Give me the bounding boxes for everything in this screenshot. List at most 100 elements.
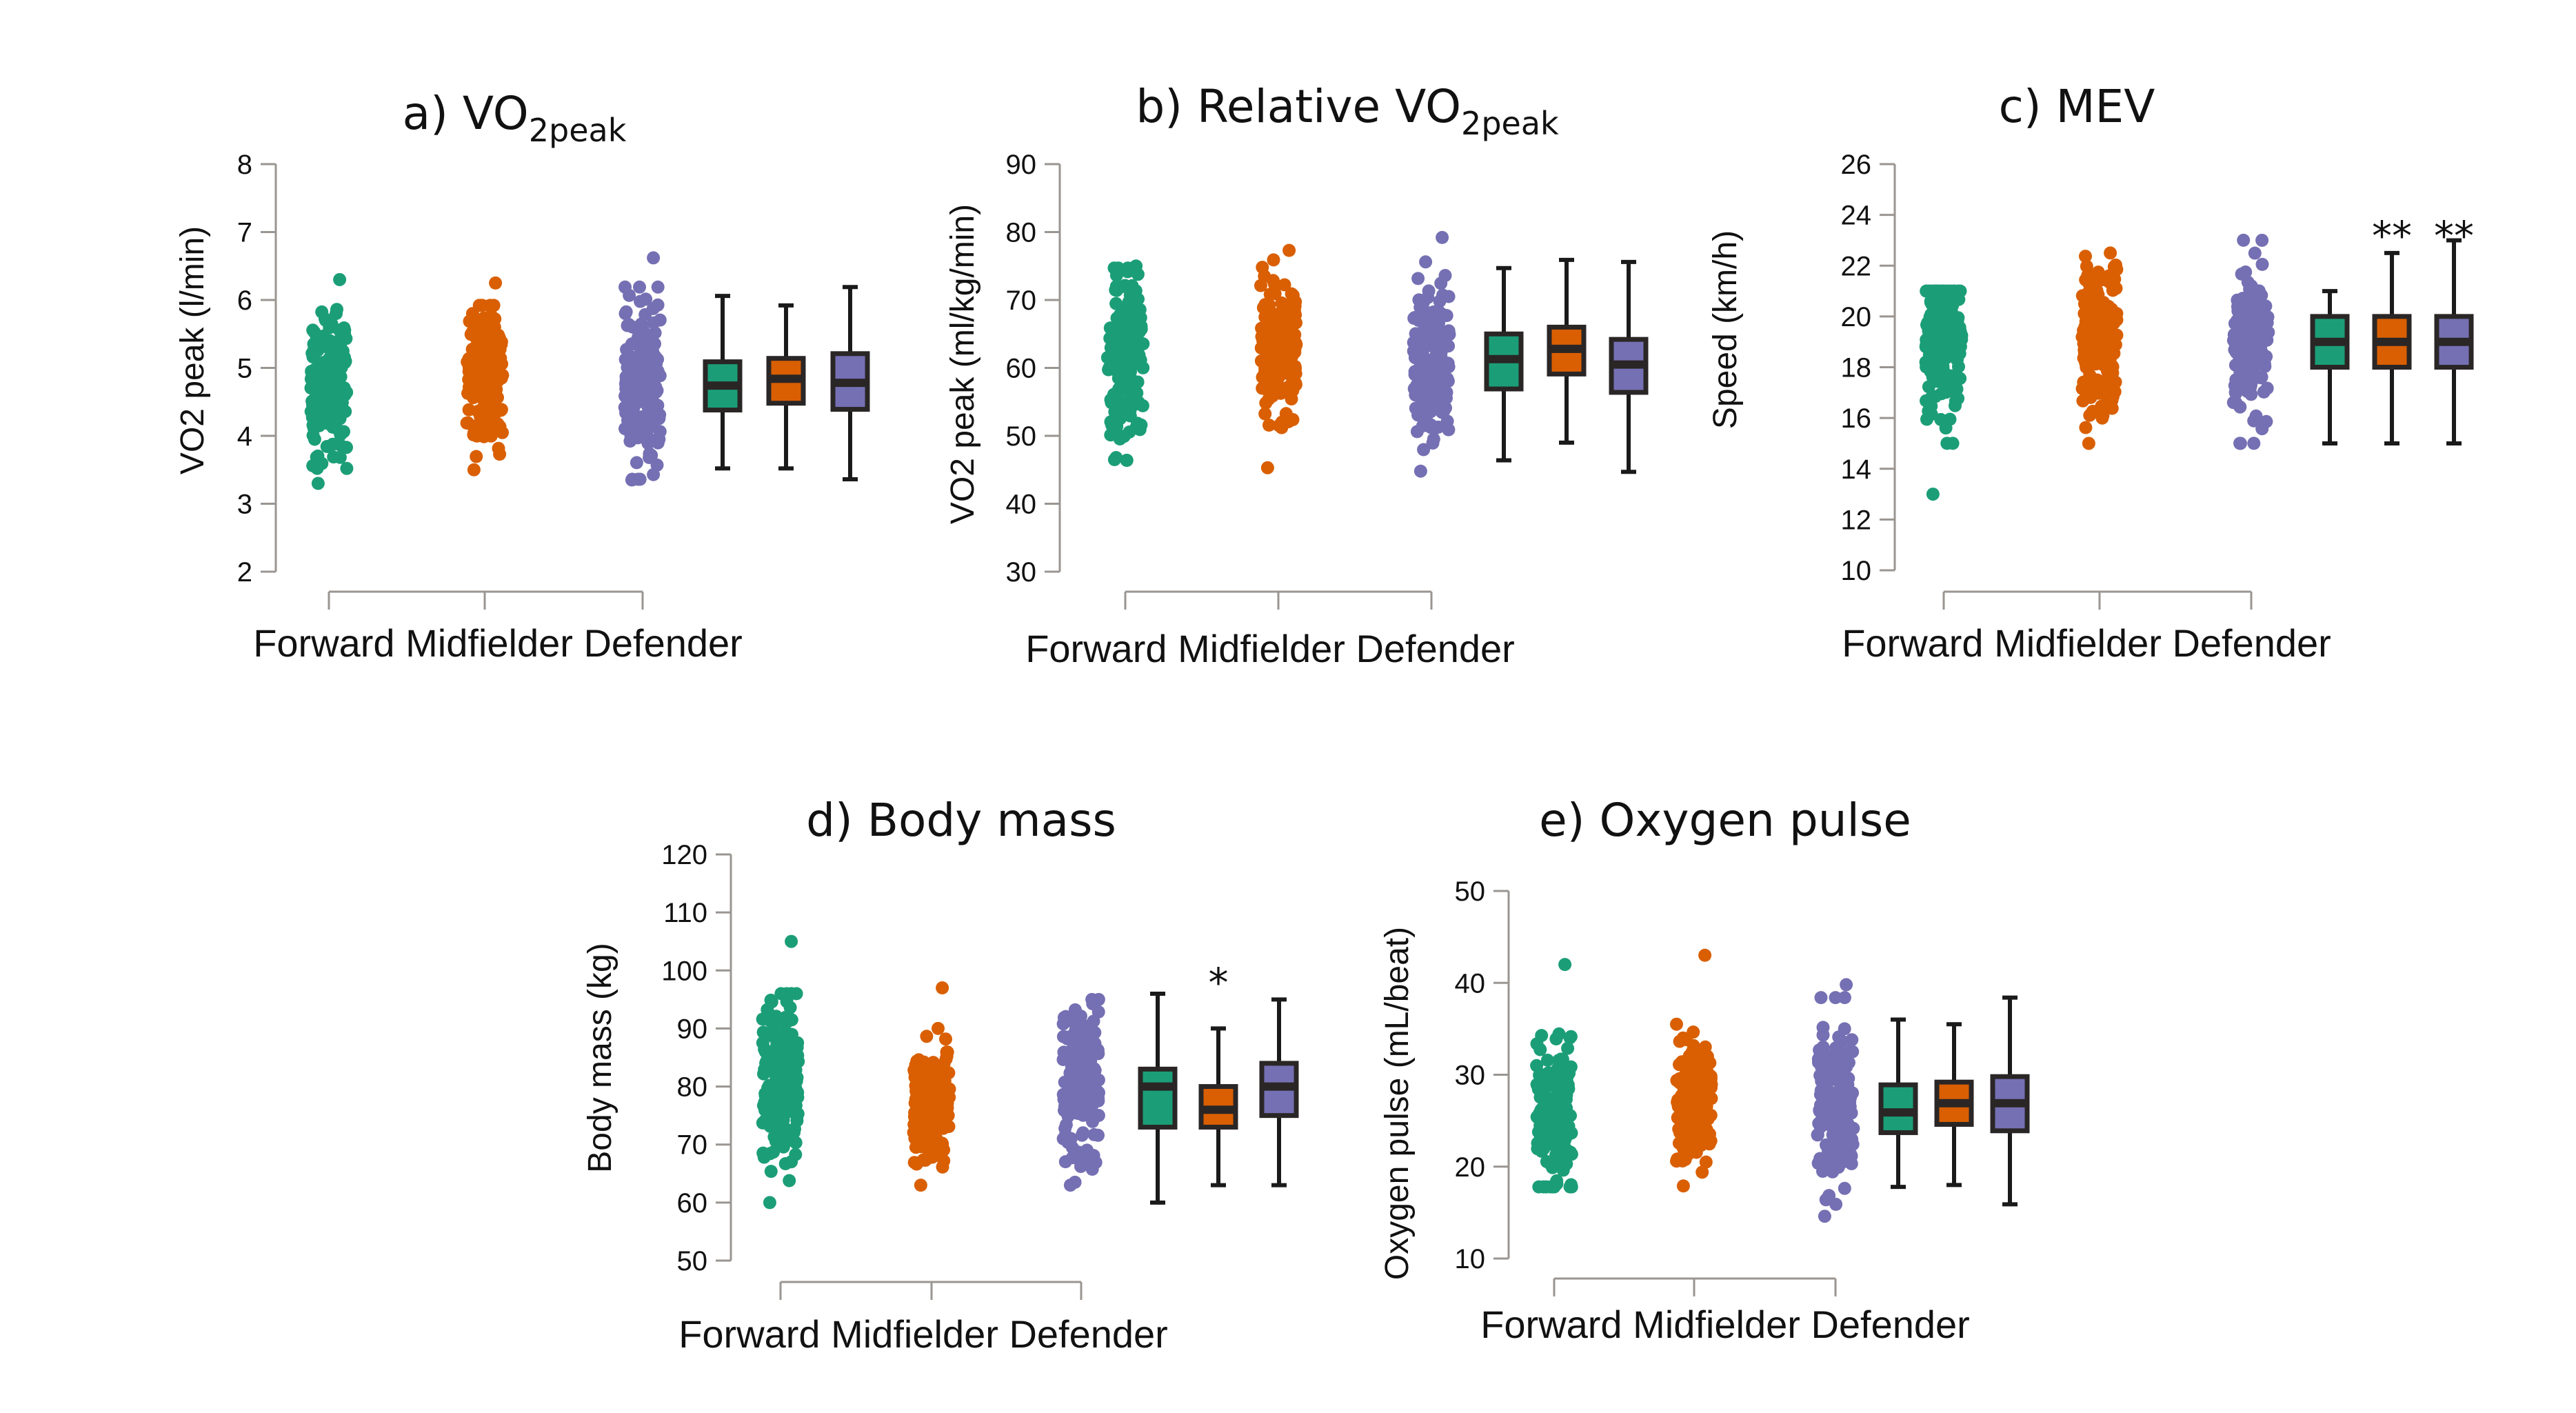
data-point	[337, 425, 350, 439]
data-point	[1257, 300, 1271, 314]
data-point	[774, 1076, 788, 1090]
data-point	[1561, 1041, 1575, 1055]
data-point	[306, 323, 320, 337]
y-tick-label: 24	[1841, 201, 1872, 231]
data-point	[769, 1032, 783, 1045]
data-point	[1935, 328, 1949, 342]
data-point	[1120, 454, 1134, 467]
data-point-extreme	[625, 473, 638, 487]
data-point	[1109, 400, 1123, 414]
data-point	[641, 400, 655, 414]
data-point	[1131, 375, 1145, 389]
boxplot-forward	[1878, 1017, 1918, 1190]
y-tick-label: 40	[1455, 968, 1486, 999]
y-axis-label: Body mass (kg)	[582, 943, 618, 1172]
data-point	[1838, 1125, 1851, 1139]
title-main: a) VO	[403, 87, 529, 140]
plot-area-b: 30 40 50 60 70 80 90	[1006, 150, 1649, 610]
dot-cloud-defender	[1056, 992, 1105, 1192]
data-point	[338, 326, 352, 340]
data-point	[1838, 991, 1851, 1005]
boxplot-defender	[830, 285, 870, 482]
data-point	[1829, 1159, 1843, 1172]
data-point	[1065, 1151, 1079, 1165]
data-point	[1286, 383, 1300, 397]
data-point	[2258, 359, 2272, 373]
data-point-extreme	[936, 981, 949, 995]
y-tick-label: 40	[1006, 490, 1037, 520]
plot-area-e: 10 20 30 40 50	[1455, 876, 2030, 1296]
boxplot-forward	[703, 294, 743, 471]
data-point	[1267, 253, 1280, 267]
title-main: e) Oxygen pulse	[1539, 794, 1911, 847]
data-point	[778, 1053, 792, 1067]
data-point	[465, 307, 479, 321]
data-point	[2092, 300, 2106, 314]
data-point	[1442, 290, 1456, 303]
data-point	[2235, 348, 2248, 362]
boxplot-forward	[2310, 289, 2350, 445]
dot-cloud-midfielder	[907, 981, 956, 1192]
y-tick-label: 2	[237, 557, 252, 588]
data-point	[493, 448, 507, 461]
title-subscript: 2peak	[1461, 105, 1559, 142]
data-point	[2236, 292, 2250, 305]
data-point	[643, 451, 656, 464]
data-point	[336, 351, 349, 365]
data-point	[491, 391, 504, 404]
data-point	[1844, 1044, 1858, 1058]
data-point	[1531, 1142, 1544, 1156]
data-point	[1282, 340, 1296, 354]
data-point	[910, 1083, 924, 1096]
plot-area-a: 2 3 4 5 6 7 8	[237, 150, 870, 610]
data-point	[756, 1012, 769, 1026]
data-point	[650, 383, 664, 397]
data-point	[758, 1063, 772, 1076]
data-point	[1943, 412, 1957, 426]
data-point	[1058, 1121, 1072, 1135]
data-point	[2095, 332, 2109, 345]
data-point	[1695, 1165, 1709, 1179]
data-point	[2259, 350, 2273, 364]
data-point	[939, 1096, 953, 1110]
data-point	[1940, 317, 1954, 331]
data-point	[1438, 326, 1451, 339]
data-point	[494, 371, 508, 385]
dot-cloud-forward	[756, 934, 805, 1210]
data-point	[1936, 360, 1949, 374]
y-tick-label: 3	[237, 490, 252, 520]
data-point	[1080, 1094, 1094, 1108]
data-point-extreme	[2255, 233, 2269, 247]
data-point	[761, 1081, 775, 1094]
data-point	[1686, 1045, 1699, 1059]
panel-title: b) Relative VO2peak	[1136, 80, 1559, 142]
data-point	[1822, 1189, 1836, 1203]
data-point	[2107, 260, 2121, 274]
boxplot-defender	[1990, 995, 2030, 1207]
data-point	[1925, 297, 1939, 311]
data-point	[920, 1030, 934, 1043]
data-point	[1673, 1034, 1687, 1048]
data-point	[1278, 278, 1291, 292]
dot-cloud-defender	[1811, 978, 1860, 1223]
data-point	[2080, 361, 2093, 374]
y-tick-label: 14	[1841, 454, 1872, 485]
dot-cloud-defender	[1407, 230, 1456, 478]
title-main: b) Relative VO	[1136, 80, 1461, 133]
y-tick-label: 5	[237, 354, 252, 384]
data-point	[1698, 1040, 1712, 1054]
data-point	[907, 1125, 920, 1139]
data-point	[1827, 1114, 1841, 1128]
data-point	[1407, 336, 1420, 350]
significance-marker: **	[2434, 212, 2474, 259]
data-point	[2086, 405, 2100, 418]
data-point	[638, 308, 652, 321]
y-tick-label: 16	[1841, 403, 1872, 434]
data-point	[1075, 1128, 1089, 1142]
y-tick-label: 30	[1455, 1061, 1486, 1091]
data-point	[1946, 437, 1960, 450]
data-point	[634, 294, 647, 308]
data-point-extreme	[785, 934, 798, 948]
data-point	[1080, 1143, 1094, 1157]
